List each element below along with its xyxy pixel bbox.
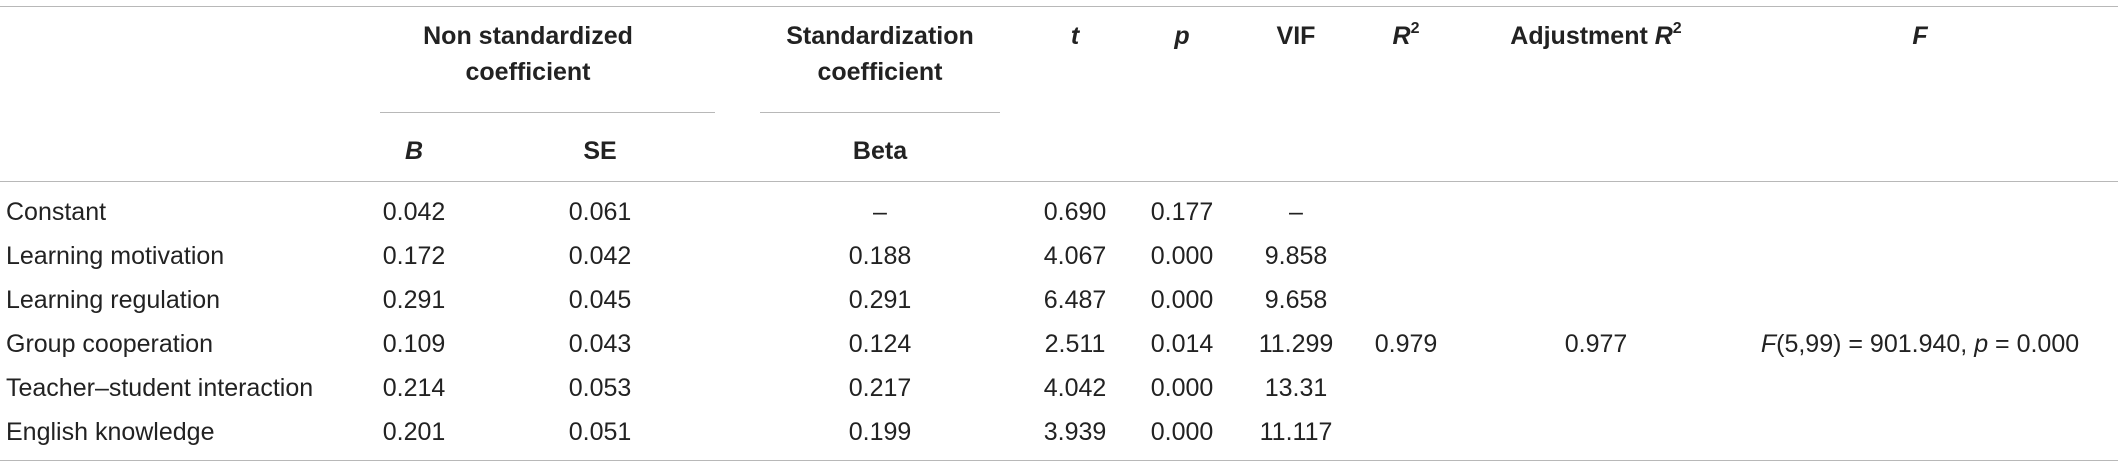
subheader-b: B bbox=[404, 137, 424, 165]
cell-t: 4.042 bbox=[1043, 374, 1107, 402]
header-bottom-rule bbox=[0, 181, 2118, 182]
cell-se: 0.053 bbox=[568, 374, 632, 402]
row-label-learning-regulation: Learning regulation bbox=[6, 286, 221, 314]
header-r2-base: R bbox=[1392, 22, 1411, 50]
cell-vif: 9.858 bbox=[1264, 242, 1328, 270]
cell-se: 0.045 bbox=[568, 286, 632, 314]
header-t: t bbox=[1070, 22, 1080, 50]
row-label-group-cooperation: Group cooperation bbox=[6, 330, 214, 358]
cell-t: 6.487 bbox=[1043, 286, 1107, 314]
table-top-rule bbox=[0, 6, 2118, 7]
header-nonstd-line1: Non standardized bbox=[423, 22, 633, 50]
header-std-coefficient: Standardization coefficient bbox=[786, 18, 974, 90]
cell-f-statistic: F(5,99) = 901.940, p = 0.000 bbox=[1761, 329, 2079, 359]
cell-t: 3.939 bbox=[1043, 418, 1107, 446]
cell-b: 0.172 bbox=[382, 242, 446, 270]
cell-vif: – bbox=[1289, 198, 1303, 226]
header-adjusted-r2: Adjustment R2 bbox=[1510, 18, 1681, 54]
cell-b: 0.109 bbox=[382, 330, 446, 358]
cell-p: 0.177 bbox=[1150, 198, 1214, 226]
cell-p: 0.000 bbox=[1150, 374, 1214, 402]
row-label-learning-motivation: Learning motivation bbox=[6, 242, 225, 270]
cell-t: 2.511 bbox=[1044, 330, 1106, 358]
cell-vif: 11.117 bbox=[1259, 418, 1333, 446]
cell-vif: 9.658 bbox=[1264, 286, 1328, 314]
cell-b: 0.201 bbox=[382, 418, 446, 446]
row-label-english-knowledge: English knowledge bbox=[6, 418, 215, 446]
table-bottom-rule bbox=[0, 460, 2118, 461]
header-p: p bbox=[1174, 22, 1190, 50]
header-f: F bbox=[1912, 22, 1928, 50]
cell-se: 0.042 bbox=[568, 242, 632, 270]
header-r2: R2 bbox=[1393, 18, 1420, 54]
cell-p: 0.014 bbox=[1150, 330, 1214, 358]
header-vif: VIF bbox=[1276, 22, 1316, 50]
header-adj-sup: 2 bbox=[1672, 19, 1682, 37]
cell-beta: 0.188 bbox=[848, 242, 912, 270]
cell-b: 0.291 bbox=[382, 286, 446, 314]
header-adj-prefix: Adjustment bbox=[1510, 22, 1655, 50]
subheader-beta: Beta bbox=[852, 137, 908, 165]
cell-se: 0.051 bbox=[568, 418, 632, 446]
row-label-teacher-student-interaction: Teacher–student interaction bbox=[6, 374, 314, 402]
header-std-line1: Standardization bbox=[786, 22, 974, 50]
f-symbol: F bbox=[1760, 330, 1777, 358]
subheader-se: SE bbox=[583, 137, 617, 165]
cell-se: 0.043 bbox=[568, 330, 632, 358]
cell-p: 0.000 bbox=[1150, 418, 1214, 446]
std-group-underline bbox=[760, 112, 1000, 113]
cell-beta: – bbox=[873, 198, 887, 226]
header-nonstd-line2: coefficient bbox=[465, 58, 591, 86]
cell-vif: 11.299 bbox=[1258, 330, 1334, 358]
f-end: = 0.000 bbox=[1988, 330, 2080, 358]
cell-adjusted-r2: 0.977 bbox=[1564, 330, 1628, 358]
cell-beta: 0.217 bbox=[848, 374, 912, 402]
nonstd-group-underline bbox=[380, 112, 715, 113]
cell-t: 0.690 bbox=[1043, 198, 1107, 226]
header-adj-base: R bbox=[1654, 22, 1673, 50]
cell-beta: 0.291 bbox=[848, 286, 912, 314]
cell-beta: 0.199 bbox=[848, 418, 912, 446]
cell-se: 0.061 bbox=[568, 198, 632, 226]
cell-p: 0.000 bbox=[1150, 286, 1214, 314]
cell-b: 0.042 bbox=[382, 198, 446, 226]
cell-r2: 0.979 bbox=[1374, 330, 1438, 358]
f-middle: (5,99) = 901.940, bbox=[1776, 330, 1975, 358]
row-label-constant: Constant bbox=[6, 198, 107, 226]
cell-vif: 13.31 bbox=[1264, 374, 1328, 402]
cell-t: 4.067 bbox=[1043, 242, 1107, 270]
cell-b: 0.214 bbox=[382, 374, 446, 402]
cell-p: 0.000 bbox=[1150, 242, 1214, 270]
cell-beta: 0.124 bbox=[848, 330, 912, 358]
header-nonstd-coefficient: Non standardized coefficient bbox=[423, 18, 633, 90]
header-r2-sup: 2 bbox=[1410, 19, 1420, 37]
header-std-line2: coefficient bbox=[817, 58, 943, 86]
f-p-symbol: p bbox=[1974, 330, 1989, 358]
